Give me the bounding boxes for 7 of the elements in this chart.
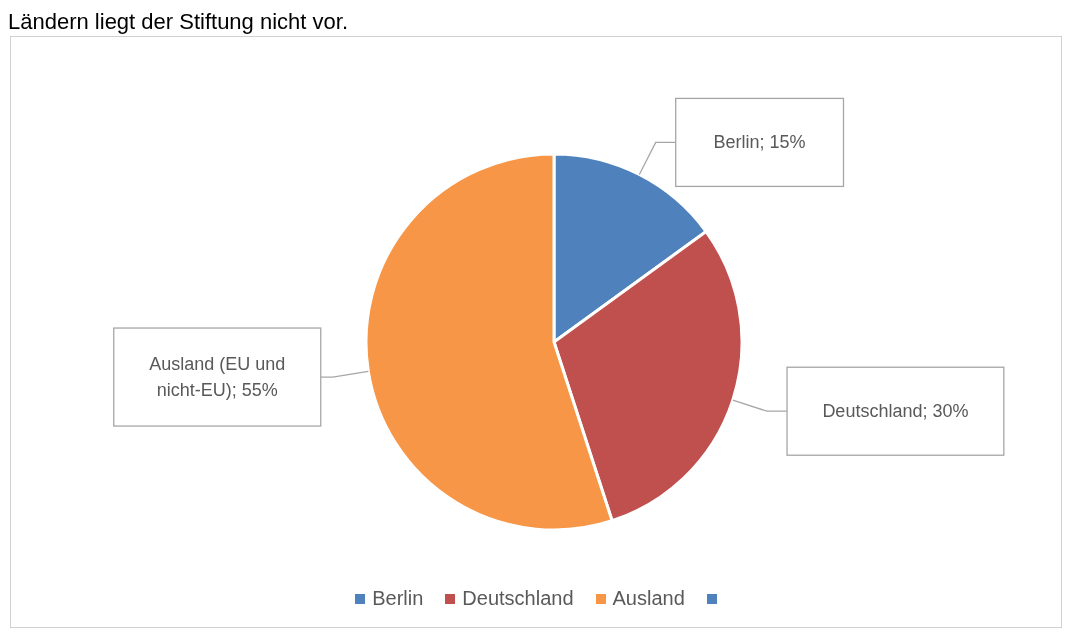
legend-label: Berlin <box>372 587 424 610</box>
data-label: Ausland (EU und nicht-EU); 55% <box>149 354 286 401</box>
data-label: Deutschland; 30% <box>822 401 969 422</box>
data-label: Berlin; 15% <box>713 132 806 153</box>
legend-label: Ausland <box>612 587 685 610</box>
legend-label: Deutschland <box>462 587 574 610</box>
text: Ländern liegt der Stiftung nicht vor. <box>8 8 349 36</box>
